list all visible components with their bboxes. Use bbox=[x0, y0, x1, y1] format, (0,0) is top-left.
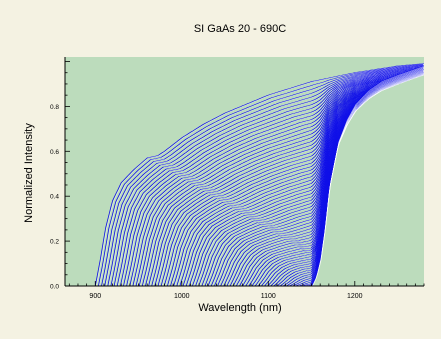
series-gap-8 bbox=[118, 65, 424, 286]
y-tick-label: 0.0 bbox=[50, 284, 59, 291]
series-gap-5 bbox=[108, 64, 424, 286]
series-line-17 bbox=[145, 68, 424, 286]
curve-group bbox=[94, 63, 424, 286]
series-gap-4 bbox=[105, 64, 424, 286]
series-gap-7 bbox=[115, 65, 424, 286]
series-gap-70 bbox=[312, 66, 424, 286]
series-gap-3 bbox=[102, 64, 424, 286]
series-line-6 bbox=[110, 64, 423, 286]
series-gap-62 bbox=[287, 71, 424, 286]
series-line-20 bbox=[154, 69, 424, 286]
series-line-10 bbox=[123, 66, 423, 286]
series-gap-61 bbox=[284, 71, 424, 286]
x-tick-label: 1200 bbox=[347, 293, 363, 300]
y-tick-label: 0.6 bbox=[50, 149, 59, 156]
series-line-19 bbox=[151, 69, 424, 286]
x-axis-label: Wavelength (nm) bbox=[198, 302, 281, 314]
series-gap-2 bbox=[99, 63, 424, 286]
series-line-22 bbox=[160, 70, 423, 286]
series-line-14 bbox=[135, 67, 424, 286]
series-line-2 bbox=[98, 63, 424, 286]
y-axis-label: Normalized Intensity bbox=[23, 123, 35, 223]
y-tick-label: 0.4 bbox=[50, 194, 59, 201]
series-line-13 bbox=[132, 67, 424, 286]
y-tick-label: 0.2 bbox=[50, 239, 59, 246]
series-line-18 bbox=[148, 68, 424, 286]
series-line-16 bbox=[141, 68, 423, 286]
chart-title: SI GaAs 20 - 690C bbox=[194, 23, 286, 35]
series-line-12 bbox=[129, 66, 424, 286]
y-tick-label: 0.8 bbox=[50, 104, 59, 111]
series-line-8 bbox=[116, 65, 424, 286]
y-axis: 0.0 0.2 0.4 0.6 0.8 bbox=[50, 57, 70, 291]
series-line-9 bbox=[120, 65, 424, 286]
x-axis: 900 1000 1100 1200 bbox=[65, 281, 425, 300]
series-line-4 bbox=[104, 64, 424, 286]
series-line-11 bbox=[126, 66, 423, 286]
series-gap-6 bbox=[111, 65, 424, 286]
series-line-5 bbox=[107, 64, 423, 286]
series-line-15 bbox=[138, 68, 423, 286]
series-line-70 bbox=[311, 65, 424, 286]
x-tick-label: 1000 bbox=[174, 293, 190, 300]
series-line-21 bbox=[157, 69, 423, 286]
series-line-3 bbox=[101, 64, 424, 286]
series-gap-1 bbox=[96, 63, 424, 286]
series-line-7 bbox=[113, 65, 424, 286]
x-tick-label: 1100 bbox=[261, 293, 276, 300]
x-tick-label: 900 bbox=[89, 293, 101, 300]
